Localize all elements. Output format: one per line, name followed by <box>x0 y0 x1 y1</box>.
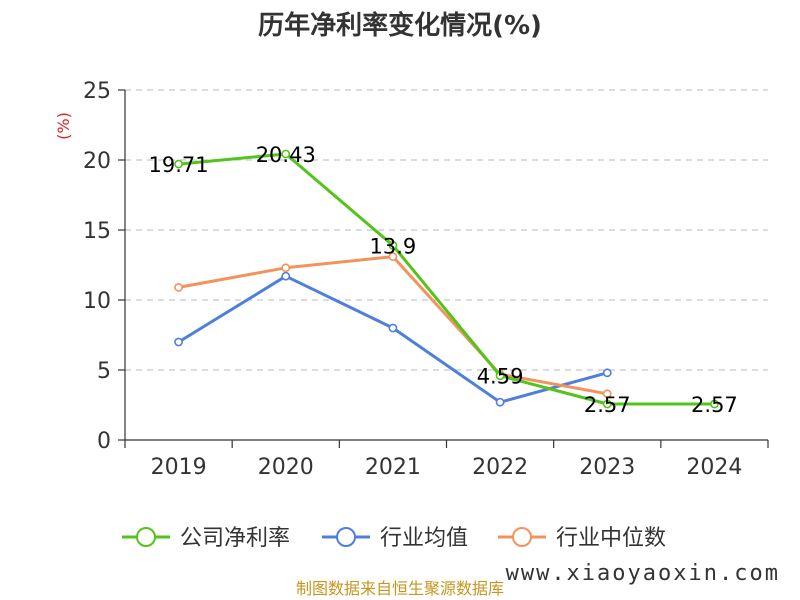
y-tick-label: 15 <box>83 219 111 244</box>
data-point <box>495 371 505 381</box>
x-tick-label: 2023 <box>579 455 635 480</box>
data-point <box>281 149 291 159</box>
data-label: 2.57 <box>691 393 738 417</box>
data-label: 2.57 <box>584 393 631 417</box>
data-point <box>602 399 612 409</box>
y-tick-label: 5 <box>97 359 111 384</box>
legend-label: 公司净利率 <box>180 526 290 551</box>
data-point <box>602 368 612 378</box>
data-point <box>388 240 398 250</box>
data-point <box>174 337 183 347</box>
legend-marker <box>512 527 532 547</box>
data-point <box>388 252 398 261</box>
legend-label: 行业中位数 <box>556 526 666 551</box>
data-point <box>281 271 291 281</box>
y-tick-label: 20 <box>83 149 111 174</box>
y-axis-label: (%) <box>54 112 73 140</box>
data-point <box>174 159 183 169</box>
axes: 0 5 10 15 20 25 2019 2020 2021 2022 2023 2024 <box>83 79 769 480</box>
chart-title: 历年净利率变化情况(%) <box>258 10 542 41</box>
data-label: 13.9 <box>370 234 417 258</box>
data-point <box>495 397 505 407</box>
series-line-0 <box>178 152 715 406</box>
source-note: 制图数据来自恒生聚源数据库 <box>296 579 504 598</box>
x-tick-label: 2021 <box>365 455 421 480</box>
legend-marker <box>136 527 156 547</box>
watermark: www.xiaoyaoxin.com <box>506 561 780 586</box>
data-label: 19.71 <box>149 153 209 177</box>
data-point <box>281 263 291 273</box>
x-tick-label: 2020 <box>258 455 314 480</box>
data-point <box>388 323 398 333</box>
legend-marker <box>336 527 356 547</box>
x-tick-label: 2024 <box>686 455 742 480</box>
y-tick-label: 10 <box>83 289 111 314</box>
y-tick-label: 25 <box>83 79 111 104</box>
data-point <box>710 399 719 409</box>
series-layer <box>174 149 719 409</box>
data-point <box>602 389 612 399</box>
legend-label: 行业均值 <box>380 526 468 551</box>
x-tick-label: 2022 <box>472 455 528 480</box>
y-tick-label: 0 <box>97 429 111 454</box>
data-label: 20.43 <box>256 143 316 167</box>
legend: 公司净利率 行业均值 行业中位数 <box>122 526 666 551</box>
x-tick-label: 2019 <box>151 455 207 480</box>
data-labels: 19.71 20.43 13.9 4.59 2.57 2.57 <box>149 143 738 417</box>
grid <box>125 89 768 371</box>
data-point <box>174 282 183 292</box>
data-label: 4.59 <box>477 365 524 389</box>
